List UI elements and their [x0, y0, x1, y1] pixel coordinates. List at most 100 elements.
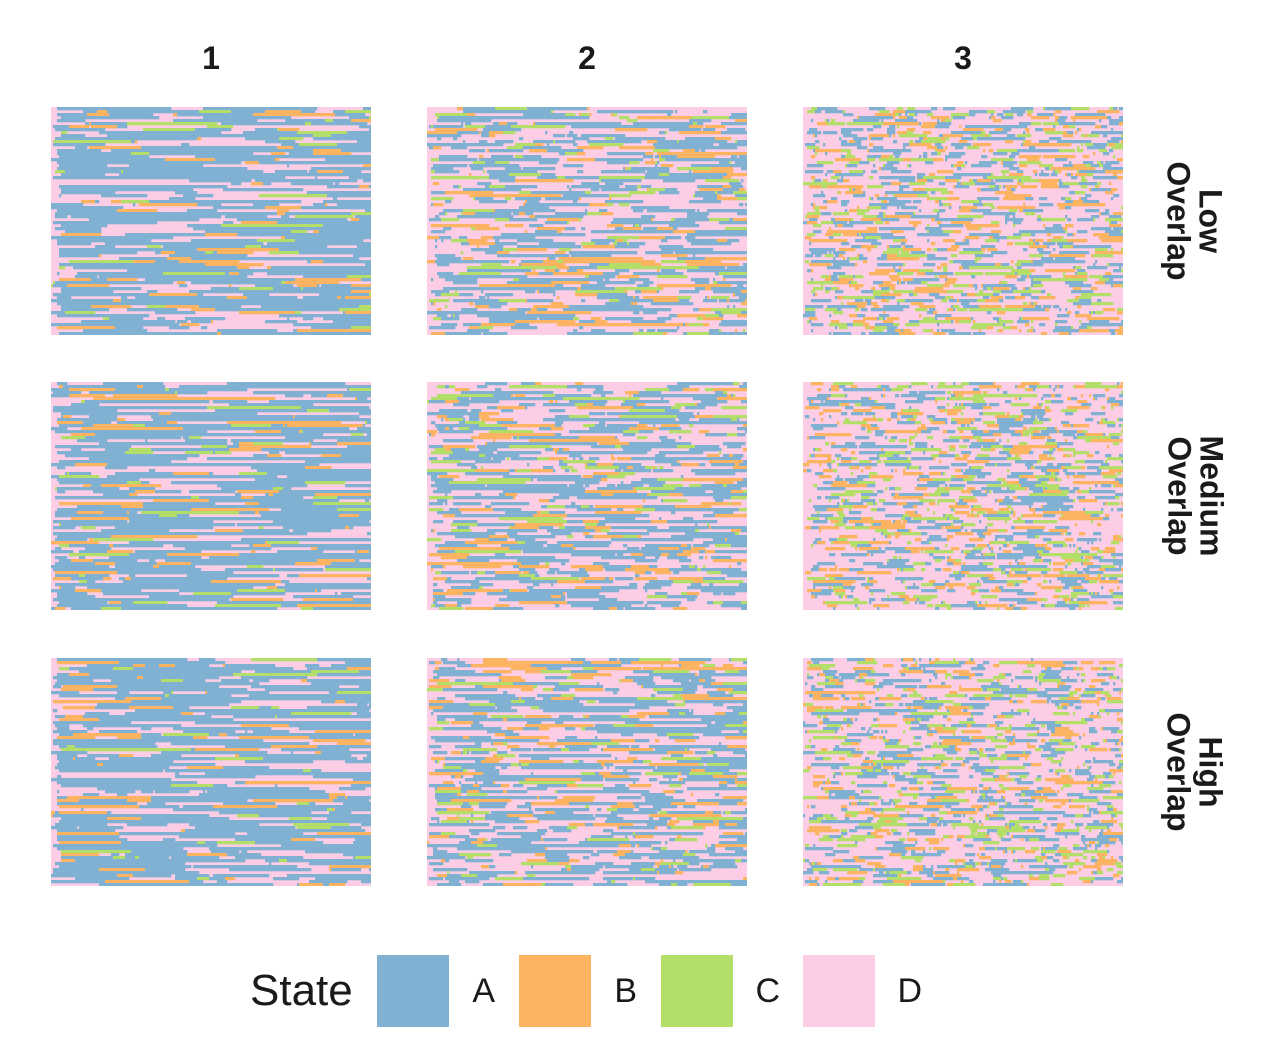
- panel-low-3-cell-c: [1037, 215, 1042, 219]
- panel-medium-2-cell-a: [497, 556, 540, 560]
- panel-medium-1-cell-a: [117, 571, 158, 575]
- panel-medium-2-cell-a: [591, 418, 638, 422]
- panel-medium-2-cell-a: [453, 496, 458, 500]
- panel-low-2-cell-b: [463, 212, 466, 216]
- panel-low-3-cell-b: [951, 296, 954, 300]
- panel-low-3-cell-a: [949, 152, 952, 156]
- panel-low-3-cell-a: [1011, 287, 1018, 291]
- panel-low-3-cell-a: [1069, 191, 1076, 195]
- panel-medium-2-cell-a: [455, 544, 478, 548]
- panel-low-1-cell-a: [99, 281, 102, 285]
- panel-medium-1-cell-a: [289, 574, 294, 578]
- panel-low-2-cell-b: [657, 284, 720, 288]
- panel-low-3-cell-b: [921, 188, 926, 192]
- panel-low-2-cell-b: [489, 131, 496, 135]
- panel-medium-3-cell-c: [873, 415, 876, 419]
- panel-low-2-cell-a: [589, 275, 616, 279]
- panel-low-3-cell-a: [1001, 290, 1012, 294]
- panel-low-3-cell-a: [1053, 248, 1056, 252]
- panel-low-3-cell-b: [1119, 122, 1123, 126]
- panel-low-1-cell-a: [191, 281, 204, 285]
- panel-low-2-cell-a: [475, 197, 482, 201]
- panel-medium-3-cell-c: [1073, 385, 1076, 389]
- panel-medium-1-cell-a: [199, 388, 228, 392]
- panel-low-3-cell-c: [887, 248, 896, 252]
- panel-low-1-cell-a: [255, 173, 270, 177]
- panel-low-1-cell-a: [321, 284, 340, 288]
- panel-medium-1-cell-c: [59, 544, 70, 548]
- panel-medium-2-cell-a: [503, 589, 510, 593]
- panel-medium-2-cell-a: [669, 490, 706, 494]
- panel-medium-2-cell-a: [493, 592, 504, 596]
- panel-low-2: [427, 107, 747, 335]
- panel-low-3-cell-b: [879, 284, 896, 288]
- panel-medium-2-cell-b: [529, 439, 620, 443]
- panel-low-3-cell-c: [971, 179, 974, 183]
- panel-low-3-cell-a: [879, 227, 916, 231]
- panel-low-3-cell-a: [1043, 290, 1046, 294]
- panel-medium-1-cell-a: [65, 445, 76, 449]
- panel-low-3-cell-a: [1023, 209, 1036, 213]
- panel-medium-3-cell-a: [1103, 433, 1106, 437]
- panel-low-2-cell-a: [485, 185, 490, 189]
- panel-low-3-cell-a: [995, 179, 1014, 183]
- panel-low-3-cell-a: [993, 317, 1000, 321]
- panel-low-1-cell-b: [111, 125, 118, 129]
- panel-medium-2-cell-b: [445, 400, 460, 404]
- panel-low-3-cell-c: [959, 320, 972, 324]
- panel-low-3-cell-a: [997, 239, 1000, 243]
- panel-medium-2-cell-a: [541, 391, 554, 395]
- panel-low-3-cell-a: [819, 248, 824, 252]
- panel-medium-2-cell-b: [437, 415, 448, 419]
- panel-medium-1-cell-a: [233, 403, 284, 407]
- panel-low-1-cell-a: [233, 167, 248, 171]
- panel-low-3-cell-b: [961, 206, 978, 210]
- panel-medium-2-cell-a: [715, 568, 724, 572]
- panel-low-2-cell-b: [641, 290, 658, 294]
- panel-low-2-cell-a: [473, 287, 502, 291]
- panel-medium-2-cell-a: [721, 604, 726, 608]
- panel-medium-2-cell-a: [737, 562, 742, 566]
- panel-low-2-cell-b: [437, 308, 442, 312]
- panel-low-2-cell-a: [511, 326, 538, 330]
- panel-medium-1-cell-a: [93, 400, 210, 404]
- panel-medium-1-cell-c: [259, 526, 264, 530]
- panel-medium-2-cell-b: [717, 514, 746, 518]
- panel-low-2-cell-a: [447, 290, 450, 294]
- panel-low-3-cell-a: [937, 119, 940, 123]
- panel-low-2-cell-a: [435, 170, 460, 174]
- panel-low-1-cell-a: [283, 107, 318, 111]
- panel-low-2-cell-a: [579, 320, 582, 324]
- panel-low-3-cell-a: [843, 113, 854, 117]
- panel-medium-1-cell-a: [163, 454, 174, 458]
- panel-low-3-cell-a: [1031, 233, 1034, 237]
- panel-medium-3-cell-a: [973, 430, 978, 434]
- panel-low-3-cell-b: [883, 320, 894, 324]
- panel-medium-2-cell-b: [595, 529, 602, 533]
- panel-low-3-cell-a: [971, 209, 992, 213]
- panel-medium-1-cell-a: [261, 469, 264, 473]
- panel-low-3-cell-a: [1031, 281, 1042, 285]
- panel-medium-2-cell-a: [437, 532, 496, 536]
- panel-low-2-cell-b: [589, 113, 592, 117]
- panel-medium-2-cell-b: [743, 448, 747, 452]
- panel-low-3-cell-b: [903, 278, 914, 282]
- panel-medium-1-cell-a: [207, 457, 258, 461]
- panel-low-1-cell-a: [141, 329, 144, 333]
- panel-medium-2-cell-a: [503, 592, 530, 596]
- panel-low-2-cell-a: [741, 284, 744, 288]
- panel-medium-2-cell-a: [561, 595, 566, 599]
- panel-low-1-cell-a: [277, 320, 294, 324]
- panel-low-3-cell-a: [937, 323, 940, 327]
- panel-medium-2-cell-a: [665, 409, 668, 413]
- panel-low-3-cell-c: [945, 137, 950, 141]
- panel-medium-1-cell-a: [245, 415, 294, 419]
- panel-medium-2-cell-a: [667, 595, 698, 599]
- panel-medium-2-cell-a: [695, 565, 698, 569]
- panel-low-3-cell-b: [985, 299, 1000, 303]
- panel-medium-3-cell-a: [897, 421, 906, 425]
- panel-low-1-cell-a: [333, 197, 336, 201]
- panel-medium-1-cell-a: [93, 478, 132, 482]
- panel-medium-1-cell-a: [363, 391, 371, 395]
- panel-medium-2-cell-c: [507, 457, 510, 461]
